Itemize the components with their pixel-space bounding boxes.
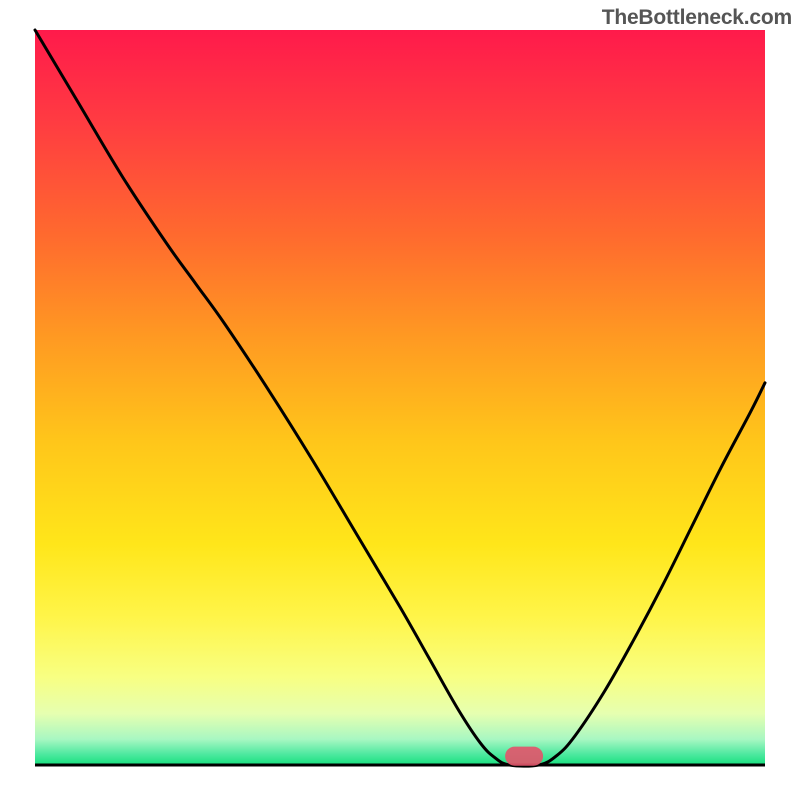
gradient-background [35, 30, 765, 765]
bottleneck-chart: TheBottleneck.com [0, 0, 800, 800]
watermark-text: TheBottleneck.com [602, 6, 792, 30]
minimum-marker [505, 747, 543, 766]
plot-area [0, 0, 800, 800]
plot-svg [0, 0, 800, 800]
